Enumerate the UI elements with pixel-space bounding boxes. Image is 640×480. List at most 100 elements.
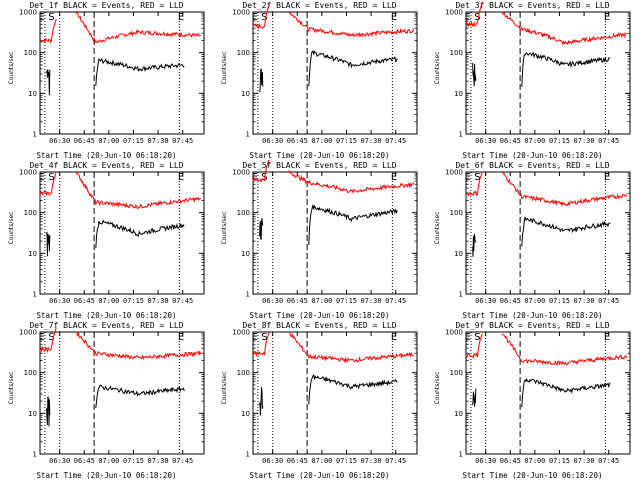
y-tick-label: 1000 <box>445 9 463 17</box>
detector-panel-4: Det_4f BLACK = Events, RED = LLD Counts/s… <box>0 160 213 320</box>
y-tick-label: 1 <box>459 451 463 459</box>
axes-frame <box>39 171 205 295</box>
y-tick-label: 10 <box>454 90 463 98</box>
x-tick-label: 07:15 <box>123 137 144 145</box>
series-lld-line <box>501 170 628 208</box>
plot-area: 1 10 100 1000 06:30 06:45 07:00 07:15 07:30 07:45… <box>445 2 631 145</box>
x-tick-label: 06:45 <box>287 297 308 305</box>
series-lld-line <box>288 331 415 364</box>
series-events-line <box>308 50 398 87</box>
y-tick-label: 10 <box>28 250 37 258</box>
y-tick-label: 1000 <box>232 9 250 17</box>
x-axis-label: Start Time (20-Jun-10 06:18:20) <box>462 471 603 480</box>
series-lld-line <box>465 171 483 197</box>
x-tick-label: 07:00 <box>98 137 119 145</box>
x-tick-label: 07:45 <box>598 297 619 305</box>
x-tick-label: 07:30 <box>148 457 169 465</box>
series-lld-line <box>39 327 57 354</box>
x-tick-label: 07:15 <box>123 457 144 465</box>
x-tick-label: 06:30 <box>475 457 496 465</box>
x-tick-label: 07:15 <box>549 297 570 305</box>
annotation-label: S <box>474 172 480 183</box>
x-tick-label: 07:00 <box>311 457 332 465</box>
x-axis-label: Start Time (20-Jun-10 06:18:20) <box>249 311 390 320</box>
annotation-label: E <box>178 172 184 183</box>
series-lld-line <box>252 331 270 358</box>
y-tick-label: 1000 <box>232 169 250 177</box>
axes-frame <box>39 331 205 455</box>
series-lld-line <box>288 170 415 195</box>
annotation-label: E <box>604 12 610 23</box>
x-axis-label: Start Time (20-Jun-10 06:18:20) <box>36 151 177 160</box>
x-tick-label: 06:45 <box>74 457 95 465</box>
y-tick-label: 1 <box>246 131 250 139</box>
x-tick-label: 06:30 <box>262 457 283 465</box>
y-tick-label: 1000 <box>232 329 250 337</box>
detector-panel-9: Det_9f BLACK = Events, RED = LLD Counts/s… <box>426 320 639 480</box>
x-tick-label: 06:30 <box>49 457 70 465</box>
annotation-label: E <box>604 172 610 183</box>
annotation-label: E <box>464 332 470 343</box>
plot-area: 1 10 100 1000 06:30 06:45 07:00 07:15 07:30 07:45… <box>19 169 205 305</box>
x-tick-label: 07:45 <box>172 137 193 145</box>
axes-frame <box>252 11 418 135</box>
detector-panel-2: Det_2f BLACK = Events, RED = LLD Counts/s… <box>213 0 426 160</box>
x-tick-label: 06:45 <box>74 137 95 145</box>
x-tick-label: 07:00 <box>311 297 332 305</box>
plot-area: 1 10 100 1000 06:30 06:45 07:00 07:15 07:30 07:45… <box>445 169 631 305</box>
annotation-label: S <box>48 172 54 183</box>
annotation-label: E <box>464 12 470 23</box>
annotation-label: S <box>261 332 267 343</box>
series-events-line <box>472 233 477 257</box>
x-tick-label: 07:00 <box>98 297 119 305</box>
series-lld-line <box>252 160 270 183</box>
x-tick-label: 07:00 <box>524 137 545 145</box>
annotation-label: E <box>178 12 184 23</box>
x-tick-label: 06:45 <box>500 137 521 145</box>
x-tick-label: 07:15 <box>549 137 570 145</box>
y-tick-label: 1 <box>33 451 37 459</box>
series-events-line <box>472 62 477 87</box>
axes-frame <box>39 11 205 135</box>
annotation-label: E <box>178 332 184 343</box>
x-tick-label: 07:00 <box>98 457 119 465</box>
x-tick-label: 07:15 <box>336 137 357 145</box>
y-tick-label: 1000 <box>19 329 37 337</box>
annotation-label: E <box>391 332 397 343</box>
detector-panel-5: Det_5f BLACK = Events, RED = LLD Counts/s… <box>213 160 426 320</box>
axes-frame <box>252 331 418 455</box>
x-tick-label: 07:15 <box>123 297 144 305</box>
series-lld-line <box>75 10 202 44</box>
series-lld-line <box>465 2 483 28</box>
series-events-line <box>95 384 185 409</box>
y-tick-label: 10 <box>241 410 250 418</box>
chart-title: Det_9f BLACK = Events, RED = LLD <box>455 321 610 330</box>
y-tick-label: 1 <box>33 131 37 139</box>
y-tick-label: 1000 <box>445 329 463 337</box>
series-events-line <box>46 396 51 427</box>
chart-title: Det_6f BLACK = Events, RED = LLD <box>455 161 610 170</box>
y-tick-label: 1000 <box>19 169 37 177</box>
detector-panel-7: Det_7f BLACK = Events, RED = LLD Counts/s… <box>0 320 213 480</box>
annotation-label: E <box>391 12 397 23</box>
axes-frame <box>465 11 631 135</box>
series-lld-line <box>501 333 628 366</box>
x-tick-label: 07:15 <box>336 297 357 305</box>
series-lld-line <box>75 172 202 210</box>
y-tick-label: 1 <box>459 131 463 139</box>
chart-title: Det_7f BLACK = Events, RED = LLD <box>29 321 184 330</box>
x-tick-label: 07:45 <box>385 457 406 465</box>
series-events-line <box>95 219 185 249</box>
y-tick-label: 10 <box>241 250 250 258</box>
chart-title: Det_3f BLACK = Events, RED = LLD <box>455 1 610 10</box>
x-tick-label: 07:45 <box>598 457 619 465</box>
x-tick-label: 07:30 <box>574 457 595 465</box>
plot-area: 1 10 100 1000 06:30 06:45 07:00 07:15 07:30 07:45… <box>232 160 418 305</box>
y-tick-label: 1 <box>246 451 250 459</box>
x-tick-label: 07:45 <box>385 297 406 305</box>
series-events-line <box>521 51 611 87</box>
x-tick-label: 07:15 <box>549 457 570 465</box>
x-axis-label: Start Time (20-Jun-10 06:18:20) <box>462 311 603 320</box>
x-axis-label: Start Time (20-Jun-10 06:18:20) <box>249 151 390 160</box>
